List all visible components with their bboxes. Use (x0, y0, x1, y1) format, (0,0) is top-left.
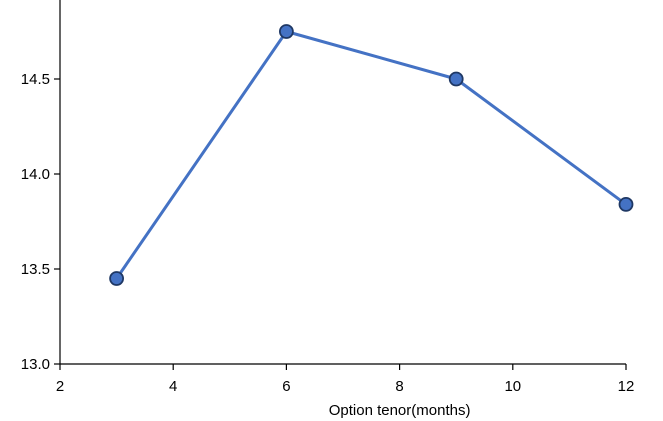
chart-axes (59, 0, 626, 365)
x-tick-label: 6 (282, 378, 290, 395)
x-tick-label: 12 (618, 378, 635, 395)
x-tick-label: 4 (169, 378, 177, 395)
series-line (115, 30, 627, 280)
x-tick-label: 2 (56, 378, 64, 395)
y-tick-label: 14.5 (21, 71, 50, 88)
y-tick-label: 13.0 (21, 356, 50, 373)
y-tick-label: 14.0 (21, 166, 50, 183)
y-tick-label: 13.5 (21, 261, 50, 278)
data-point-marker (618, 196, 634, 212)
data-point-marker (278, 24, 294, 39)
x-tick-label: 8 (395, 378, 403, 395)
x-axis-title: Option tenor(months) (329, 402, 471, 419)
x-axis-ticks: 2 4 6 8 10 12 (56, 364, 635, 395)
data-point-marker (448, 71, 464, 87)
x-tick-label: 10 (504, 378, 521, 395)
plot-area (109, 24, 634, 286)
data-point-marker (109, 271, 124, 286)
y-axis-ticks: 13.0 13.5 14.0 14.5 (21, 71, 60, 373)
